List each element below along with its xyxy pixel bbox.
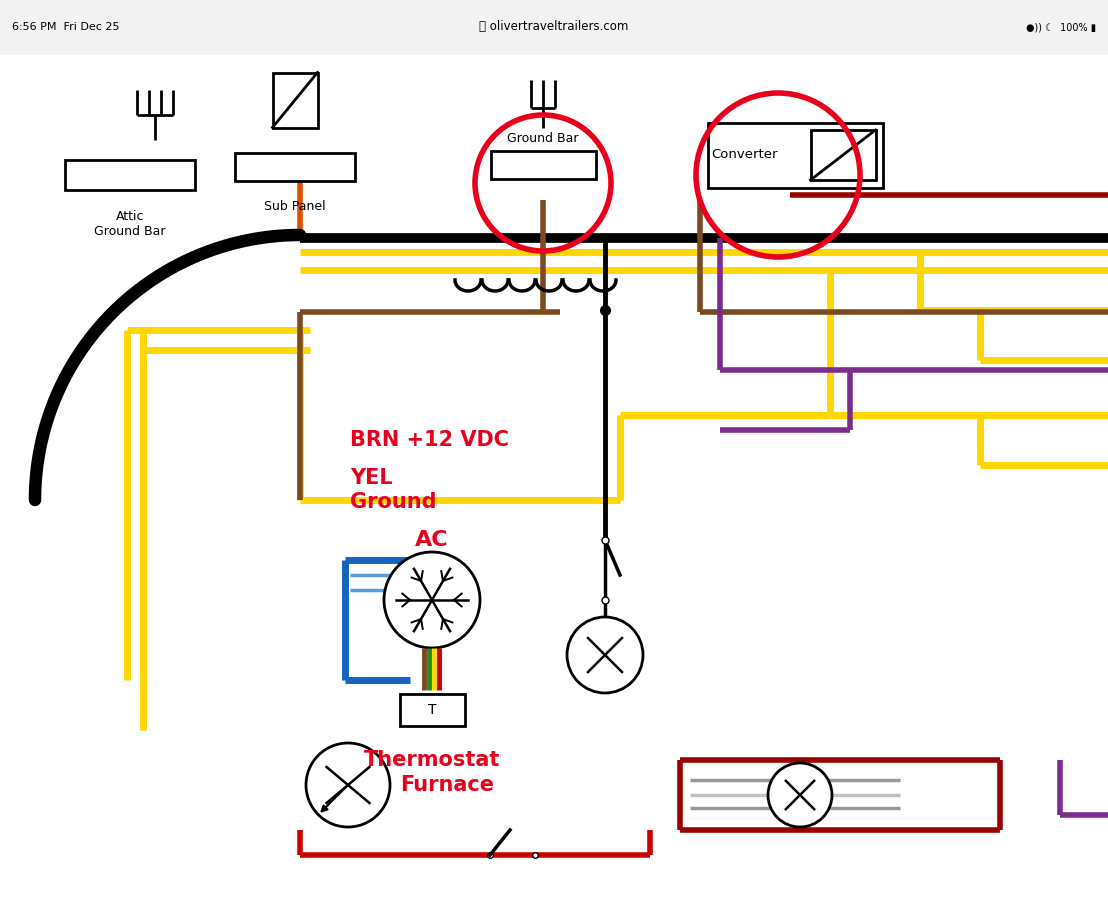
Text: T: T	[428, 703, 437, 717]
Bar	[65, 160, 195, 190]
Bar	[708, 122, 882, 187]
Circle shape	[306, 743, 390, 827]
Text: ⚿ olivertraveltrailers.com: ⚿ olivertraveltrailers.com	[480, 21, 628, 33]
Bar	[810, 130, 875, 180]
Text: Sub Panel: Sub Panel	[264, 200, 326, 213]
Text: Furnace: Furnace	[400, 775, 494, 795]
Bar	[0, 0, 1108, 55]
Text: Converter: Converter	[711, 148, 778, 161]
Text: YEL
Ground: YEL Ground	[350, 468, 437, 511]
Circle shape	[768, 763, 832, 827]
Text: Thermostat: Thermostat	[363, 750, 500, 770]
Bar	[273, 73, 318, 128]
Text: Ground Bar: Ground Bar	[507, 132, 578, 145]
Text: BRN +12 VDC: BRN +12 VDC	[350, 430, 509, 450]
Text: AC: AC	[416, 530, 449, 550]
Bar	[491, 151, 595, 179]
Text: 6:56 PM  Fri Dec 25: 6:56 PM Fri Dec 25	[12, 22, 120, 32]
Bar	[400, 694, 464, 726]
Text: Attic
Ground Bar: Attic Ground Bar	[94, 210, 166, 238]
Circle shape	[384, 552, 480, 648]
Bar	[235, 153, 355, 181]
Text: ●)) ☾  100% ▮: ●)) ☾ 100% ▮	[1026, 22, 1096, 32]
Circle shape	[567, 617, 643, 693]
